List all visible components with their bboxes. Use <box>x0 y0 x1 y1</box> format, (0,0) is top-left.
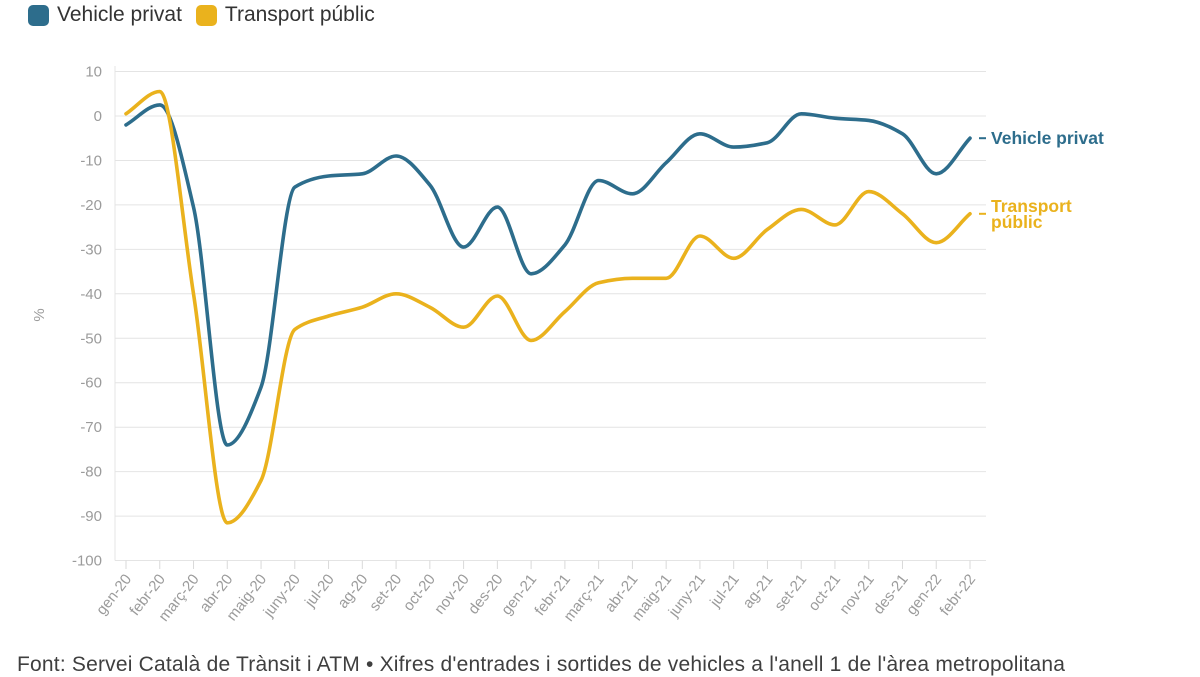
y-axis-unit-label: % <box>31 308 48 321</box>
y-tick-label: -100 <box>72 553 102 570</box>
x-tick-label: jul-21 <box>706 571 743 611</box>
legend-label: Transport públic <box>224 3 375 26</box>
y-tick-label: -50 <box>80 330 102 347</box>
x-tick-label: set-20 <box>366 571 405 614</box>
y-tick-label: -20 <box>80 197 102 214</box>
legend-item-vehicle-privat: Vehicle privat <box>28 3 182 27</box>
y-tick-label: 0 <box>94 108 102 125</box>
line-chart-canvas: 10 0 -10 -20 -30 -40 -50 -60 -70 -80 -90 -100% gen-2… <box>31 64 1104 625</box>
chart-legend: Vehicle privat Transport públic <box>28 3 375 27</box>
y-tick-label: -60 <box>80 375 102 392</box>
y-tick-label: -40 <box>80 286 102 303</box>
y-tick-label: -70 <box>80 419 102 436</box>
y-tick-label: -80 <box>80 464 102 481</box>
series-end-label-line: Transport <box>991 196 1072 216</box>
legend-label: Vehicle privat <box>57 3 182 26</box>
y-tick-label: -30 <box>80 241 102 258</box>
series-end-label-vehicle-privat: Vehicle privat <box>991 128 1104 148</box>
y-tick-label: 10 <box>85 64 102 81</box>
x-tick-label: febr-22 <box>936 571 979 619</box>
y-tick-label: -10 <box>80 153 102 170</box>
x-axis-tick-labels: gen-20febr-20març-20abr-20maig-20juny-20… <box>93 571 979 625</box>
y-tick-label: -90 <box>80 508 102 525</box>
x-tick-label: ag-20 <box>334 571 371 612</box>
x-tick-label: jul-20 <box>301 571 338 611</box>
x-tick-label: nov-20 <box>431 571 473 618</box>
series-line-transport-public <box>124 89 972 525</box>
series-line-vehicle-privat <box>124 103 972 447</box>
series-end-label-line: públic <box>991 212 1043 232</box>
legend-item-transport-public: Transport públic <box>195 3 375 27</box>
y-axis-tick-labels: 10 0 -10 -20 -30 -40 -50 -60 -70 -80 -90 -100 <box>72 64 102 570</box>
x-tick-label: set-21 <box>771 571 810 614</box>
y-gridlines <box>115 71 986 561</box>
series-end-label-line: Vehicle privat <box>991 128 1104 148</box>
legend-swatch-yellow-icon <box>195 4 217 26</box>
legend-swatch-blue-icon <box>28 4 49 26</box>
x-tick-label: nov-21 <box>836 571 878 618</box>
x-axis-ticks <box>125 560 971 569</box>
source-footnote: Font: Servei Català de Trànsit i ATM • X… <box>17 653 1066 676</box>
x-tick-label: ag-21 <box>740 571 777 612</box>
